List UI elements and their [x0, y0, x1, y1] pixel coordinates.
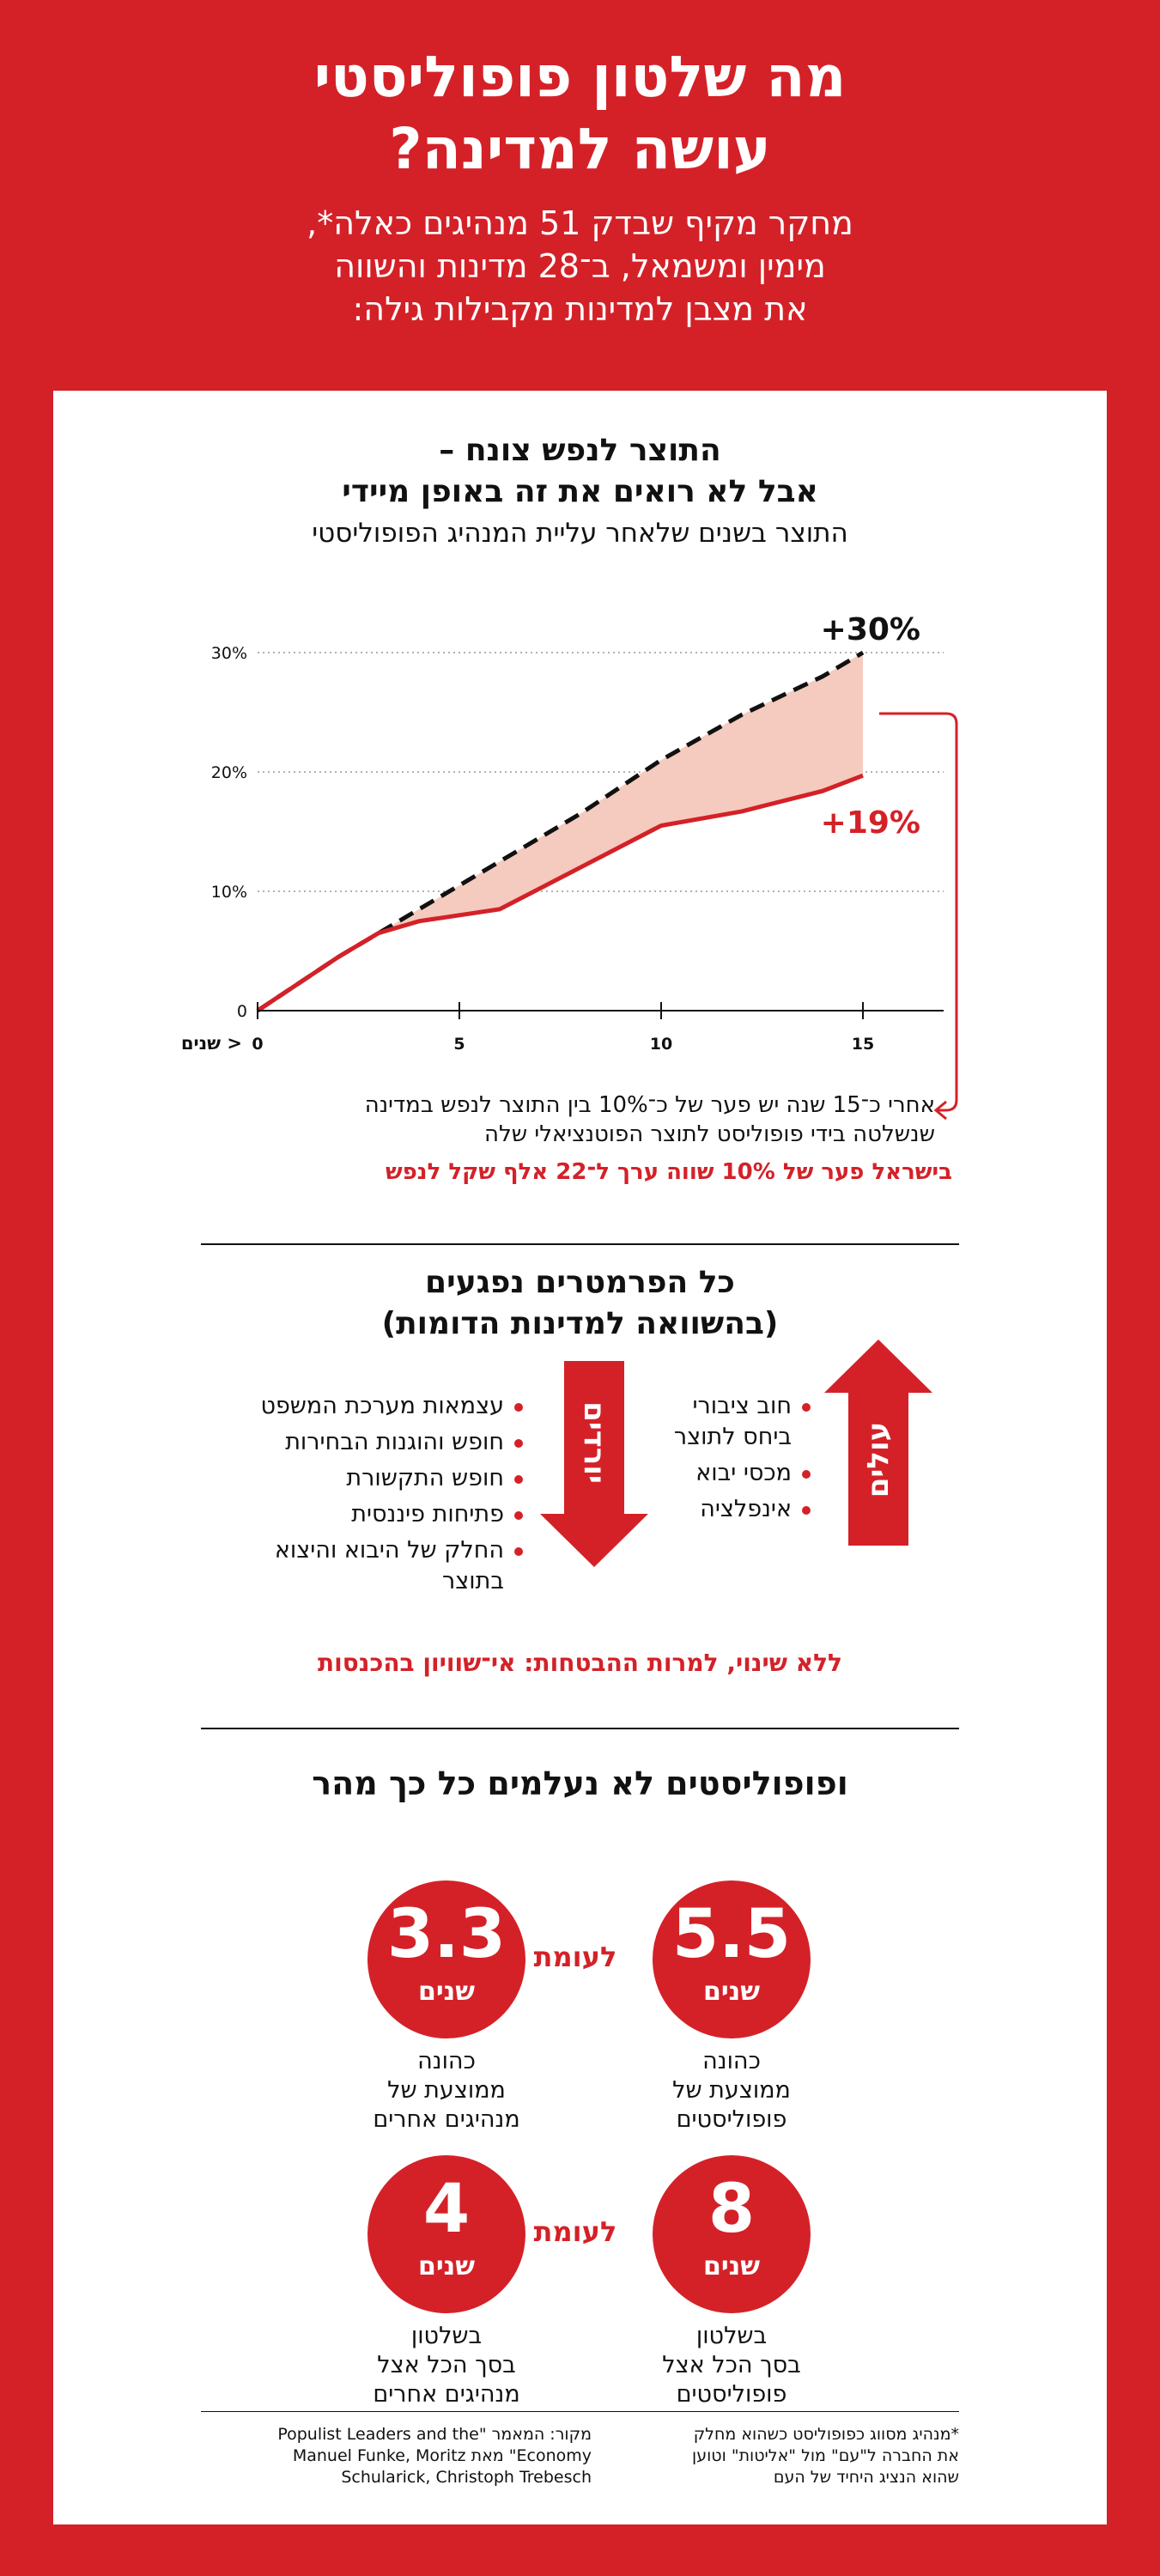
header: מה שלטון פופוליסטי עושה למדינה? מחקר מקי…	[0, 0, 1160, 391]
gdp-title: התוצר לנפש צונח – אבל לא רואים את זה באו…	[53, 430, 1107, 513]
params-title-line-1: כל הפרמטרים נפגעים	[425, 1265, 735, 1300]
down-list-item: עצמאות מערכת המשפט	[205, 1391, 523, 1422]
caption-line: פופוליסטים	[676, 2381, 787, 2408]
israel-note: בישראל פער של 10% שווה ערך ל־22 אלף שקל …	[385, 1159, 952, 1185]
caption-line: כהונה	[417, 2048, 476, 2075]
caption-line: ממוצעת של	[672, 2077, 791, 2104]
vs-label: לעומת	[533, 1941, 617, 1973]
x-tick-label: 15	[852, 1035, 874, 1054]
gap-callout-arrowhead	[933, 1100, 947, 1121]
caption-line: בסך הכל אצל	[662, 2352, 801, 2379]
vs-label: לעומת	[533, 2215, 617, 2248]
stat-value: 8	[708, 2171, 756, 2248]
gdp-gap-note: אחרי כ־15 שנה יש פער של כ־10% בין התוצר …	[231, 1091, 935, 1149]
populist-total-caption: בשלטון בסך הכל אצל פופוליסטים	[629, 2322, 835, 2409]
gdp-subtitle: התוצר בשנים שלאחר עליית המנהיג הפופוליסט…	[312, 518, 848, 549]
stat-unit: שנים	[417, 2251, 476, 2281]
intro-line-3: את מצבן למדינות מקבילות גילה:	[352, 290, 808, 328]
content-card: התוצר לנפש צונח – אבל לא רואים את זה באו…	[53, 391, 1107, 2524]
down-list-item: חופש והוגנות הבחירות	[205, 1427, 523, 1458]
up-list-item: מכסי יבוא	[639, 1458, 811, 1489]
section-divider-1	[201, 1243, 959, 1245]
end-label-potential: +30%	[821, 612, 920, 647]
y-tick-label: 0	[237, 1002, 247, 1021]
stat-value: 3.3	[386, 1896, 507, 1973]
down-list-item: פתיחות פיננסית	[205, 1499, 523, 1530]
x-tick-label: 10	[650, 1035, 672, 1054]
down-list-item: חופש התקשורת	[205, 1463, 523, 1494]
populist-definition: *מנהיג מסווג כפופוליסט כשהוא מחלק את החב…	[624, 2424, 959, 2488]
title-line-2: עושה למדינה?	[389, 116, 771, 182]
caption-line: כהונה	[702, 2048, 761, 2075]
x-axis-label: שנים >	[181, 1033, 242, 1054]
x-tick-label: 0	[252, 1035, 263, 1054]
populist-tenure-caption: כהונה ממוצעת של פופוליסטים	[629, 2047, 835, 2135]
caption-line: מנהיגים אחרים	[373, 2381, 520, 2408]
tenure-title: ופופוליסטים לא נעלמים כל כך מהר	[312, 1765, 848, 1802]
footnote-line: את החברה ל"עם" מול "אליטות" וטוען	[692, 2446, 959, 2465]
populist-tenure-circle: 5.5 שנים	[653, 1880, 811, 2038]
section-divider-2	[201, 1728, 959, 1729]
params-title: כל הפרמטרים נפגעים (בהשוואה למדינות הדומ…	[53, 1262, 1107, 1345]
up-list-item: אינפלציה	[639, 1494, 811, 1525]
caption-line: בסך הכל אצל	[377, 2352, 516, 2379]
intro-text: מחקר מקיף שבדק 51 מנהיגים כאלה*, מימין ו…	[0, 202, 1160, 331]
footnote-line: מקור: המאמר "Populist Leaders and the	[277, 2425, 592, 2444]
footnote-line: Schularick, Christoph Trebesch	[341, 2468, 592, 2487]
other-tenure-circle: 3.3 שנים	[367, 1880, 525, 2038]
y-tick-label: 20%	[211, 763, 247, 782]
down-list-item: החלק של היבוא והיצוא בתוצר	[264, 1535, 523, 1597]
up-label: עולים	[861, 1421, 896, 1498]
up-list-item: חוב ציבורי ביחס לתוצר	[639, 1391, 811, 1453]
populist-total-circle: 8 שנים	[653, 2155, 811, 2313]
caption-line: בשלטון	[410, 2323, 483, 2349]
title-line-1: מה שלטון פופוליסטי	[313, 44, 847, 110]
gap-callout-arrow	[879, 712, 958, 1112]
stat-value: 5.5	[671, 1896, 792, 1973]
up-list: חוב ציבורי ביחס לתוצר מכסי יבוא אינפלציה	[639, 1391, 811, 1530]
gdp-title-line-1: התוצר לנפש צונח –	[439, 433, 721, 468]
footer-divider	[201, 2411, 959, 2412]
caption-line: פופוליסטים	[676, 2106, 787, 2133]
down-list: עצמאות מערכת המשפט חופש והוגנות הבחירות …	[205, 1391, 523, 1602]
gdp-gap-note-line-2: שנשלטה בידי פופוליסט לתוצר הפוטנציאלי של…	[483, 1121, 935, 1147]
end-label-populist: +19%	[821, 805, 920, 841]
other-total-caption: בשלטון בסך הכל אצל מנהיגים אחרים	[343, 2322, 550, 2409]
params-title-line-2: (בהשוואה למדינות הדומות)	[381, 1306, 779, 1341]
other-tenure-caption: כהונה ממוצעת של מנהיגים אחרים	[343, 2047, 550, 2135]
no-change-note: ללא שינוי, למרות ההבטחות: אי־שוויון בהכנ…	[318, 1649, 842, 1677]
down-label: יורדים	[577, 1401, 611, 1484]
populist-gdp-line	[256, 773, 864, 1013]
stat-unit: שנים	[702, 2251, 761, 2281]
y-tick-label: 30%	[211, 644, 247, 663]
page-title: מה שלטון פופוליסטי עושה למדינה?	[0, 41, 1160, 185]
footnote-line: Economy" מאת Manuel Funke, Moritz	[292, 2446, 592, 2465]
footnote-line: שהוא הנציג היחיד של העם	[773, 2468, 959, 2487]
gdp-title-line-2: אבל לא רואים את זה באופן מיידי	[342, 474, 818, 509]
y-tick-label: 10%	[211, 883, 247, 902]
caption-line: מנהיגים אחרים	[373, 2106, 520, 2133]
intro-line-2: מימין ומשמאל, ב־28 מדינות והשווה	[334, 247, 826, 285]
caption-line: ממוצעת של	[387, 2077, 506, 2104]
source-note: מקור: המאמר "Populist Leaders and the Ec…	[231, 2424, 592, 2488]
intro-line-1: מחקר מקיף שבדק 51 מנהיגים כאלה*,	[307, 204, 853, 242]
gdp-chart: 0 10% 20% 30% 0 5 10 15 שנים > +30% +19%	[181, 612, 958, 1121]
gdp-gap-note-line-1: אחרי כ־15 שנה יש פער של כ־10% בין התוצר …	[364, 1092, 935, 1118]
x-tick-label: 5	[453, 1035, 465, 1054]
gap-fill-area	[258, 653, 863, 1011]
caption-line: בשלטון	[695, 2323, 768, 2349]
up-arrow-icon	[824, 1340, 932, 1546]
footnote-line: *מנהיג מסווג כפופוליסט כשהוא מחלק	[693, 2425, 959, 2444]
stat-value: 4	[422, 2171, 471, 2248]
stat-unit: שנים	[417, 1977, 476, 2007]
stat-unit: שנים	[702, 1977, 761, 2007]
down-arrow-icon	[540, 1361, 648, 1567]
other-total-circle: 4 שנים	[367, 2155, 525, 2313]
